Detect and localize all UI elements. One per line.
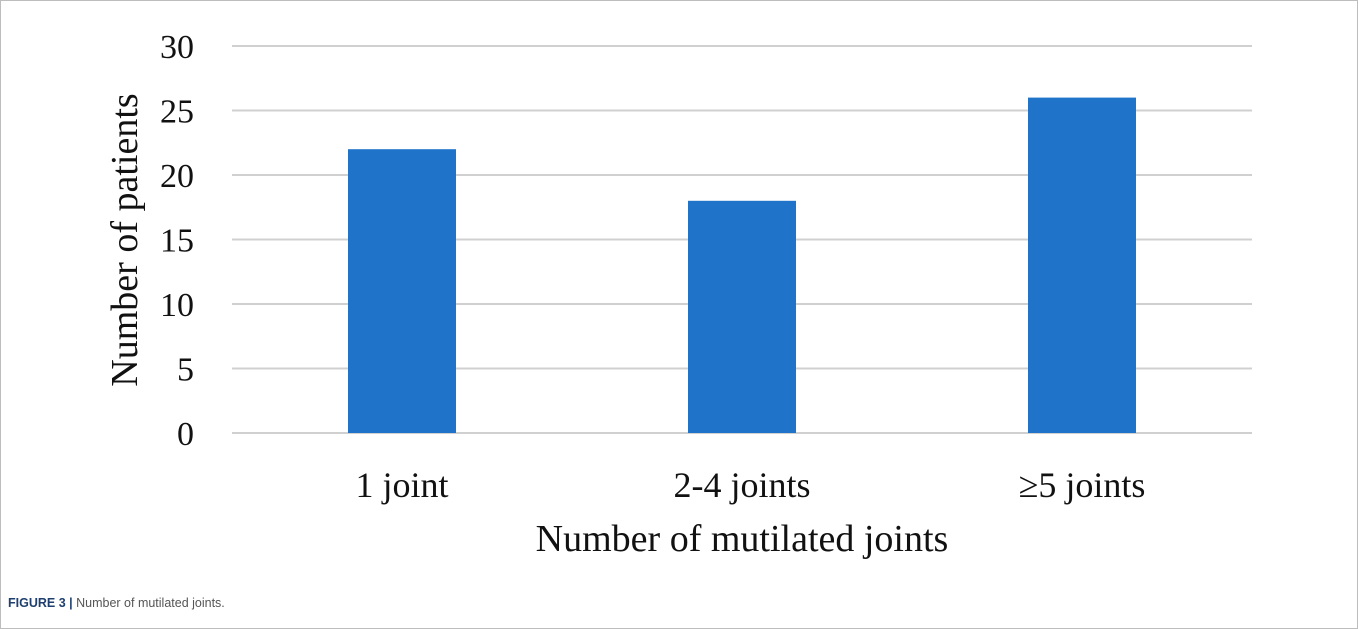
figure-caption-label: FIGURE 3 | — [8, 596, 73, 610]
bar-1 — [348, 149, 456, 433]
x-tick-label: ≥5 joints — [1019, 465, 1146, 505]
y-tick-labels: 0 5 10 15 20 25 30 — [160, 29, 194, 453]
y-tick-label: 5 — [177, 352, 194, 389]
bars — [348, 97, 1136, 433]
y-tick-label: 15 — [160, 223, 194, 260]
x-axis-label: Number of mutilated joints — [536, 518, 949, 560]
bar-2 — [688, 200, 796, 433]
figure-caption-text: Number of mutilated joints. — [76, 596, 225, 610]
y-tick-label: 0 — [177, 416, 194, 453]
bar-3 — [1028, 97, 1136, 433]
y-axis-label: Number of patients — [104, 93, 146, 386]
y-tick-label: 30 — [160, 29, 194, 66]
x-tick-label: 1 joint — [355, 465, 448, 505]
x-tick-labels: 1 joint 2-4 joints ≥5 joints — [355, 465, 1145, 505]
x-tick-label: 2-4 joints — [673, 465, 810, 505]
y-tick-label: 10 — [160, 287, 194, 324]
y-tick-label: 25 — [160, 94, 194, 131]
figure-caption: FIGURE 3 | Number of mutilated joints. — [8, 596, 225, 610]
y-tick-label: 20 — [160, 158, 194, 195]
